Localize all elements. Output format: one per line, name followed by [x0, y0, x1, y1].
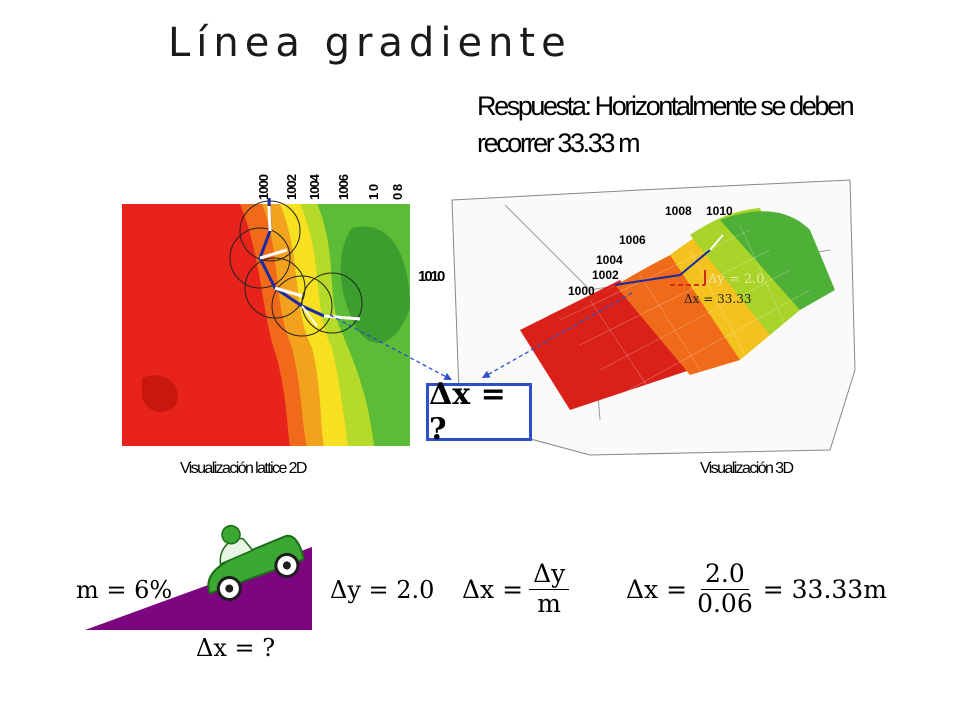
contour-label-3d: 1010	[706, 204, 733, 218]
dx-calc-result: = 33.33m	[762, 574, 887, 604]
dx-calc-denominator: 0.06	[697, 588, 753, 618]
slope-formula: m = 6%	[76, 576, 173, 604]
contour-label-3d: 1006	[619, 233, 646, 247]
dx-formula-denominator: m	[537, 588, 562, 618]
dx-formula-lhs: Δx =	[462, 574, 524, 604]
slide-title: Línea gradiente	[168, 20, 572, 66]
car-icon	[207, 524, 305, 602]
dy-label-3d: Δy = 2.0	[708, 272, 765, 287]
caption-3d: Visualización 3D	[700, 460, 794, 477]
dx-label-3d: Δx = 33.33	[684, 292, 752, 306]
contour-label-3d: 1000	[568, 284, 595, 298]
contour-map-2d	[112, 198, 412, 453]
contour-label-side: 1010	[418, 268, 445, 285]
dx-formula-numerator: Δy	[529, 559, 570, 590]
slope-dx-formula: Δx = ?	[196, 634, 276, 662]
contour-label-3d: 1002	[592, 268, 619, 282]
caption-2d: Visualización lattice 2D	[180, 460, 307, 477]
dx-calc-fraction: 2.0 0.06	[693, 559, 757, 619]
dx-formula-fraction: Δy m	[529, 559, 570, 619]
surface-3d	[451, 179, 856, 456]
dx-calc-formula: Δx = 2.0 0.06 = 33.33m	[626, 559, 887, 619]
dy-formula: Δy = 2.0	[330, 576, 435, 604]
dx-calc-numerator: 2.0	[701, 559, 749, 590]
dx-calc-lhs: Δx =	[626, 574, 688, 604]
question-box: Δx = ?	[426, 377, 532, 447]
contour-label-3d: 1004	[596, 253, 623, 267]
answer-text: Respuesta: Horizontalmente se deben reco…	[477, 91, 855, 158]
contour-label-3d: 1008	[665, 204, 692, 218]
dx-formula: Δx = Δy m	[462, 559, 570, 619]
slope-ramp-illustration	[85, 524, 312, 630]
